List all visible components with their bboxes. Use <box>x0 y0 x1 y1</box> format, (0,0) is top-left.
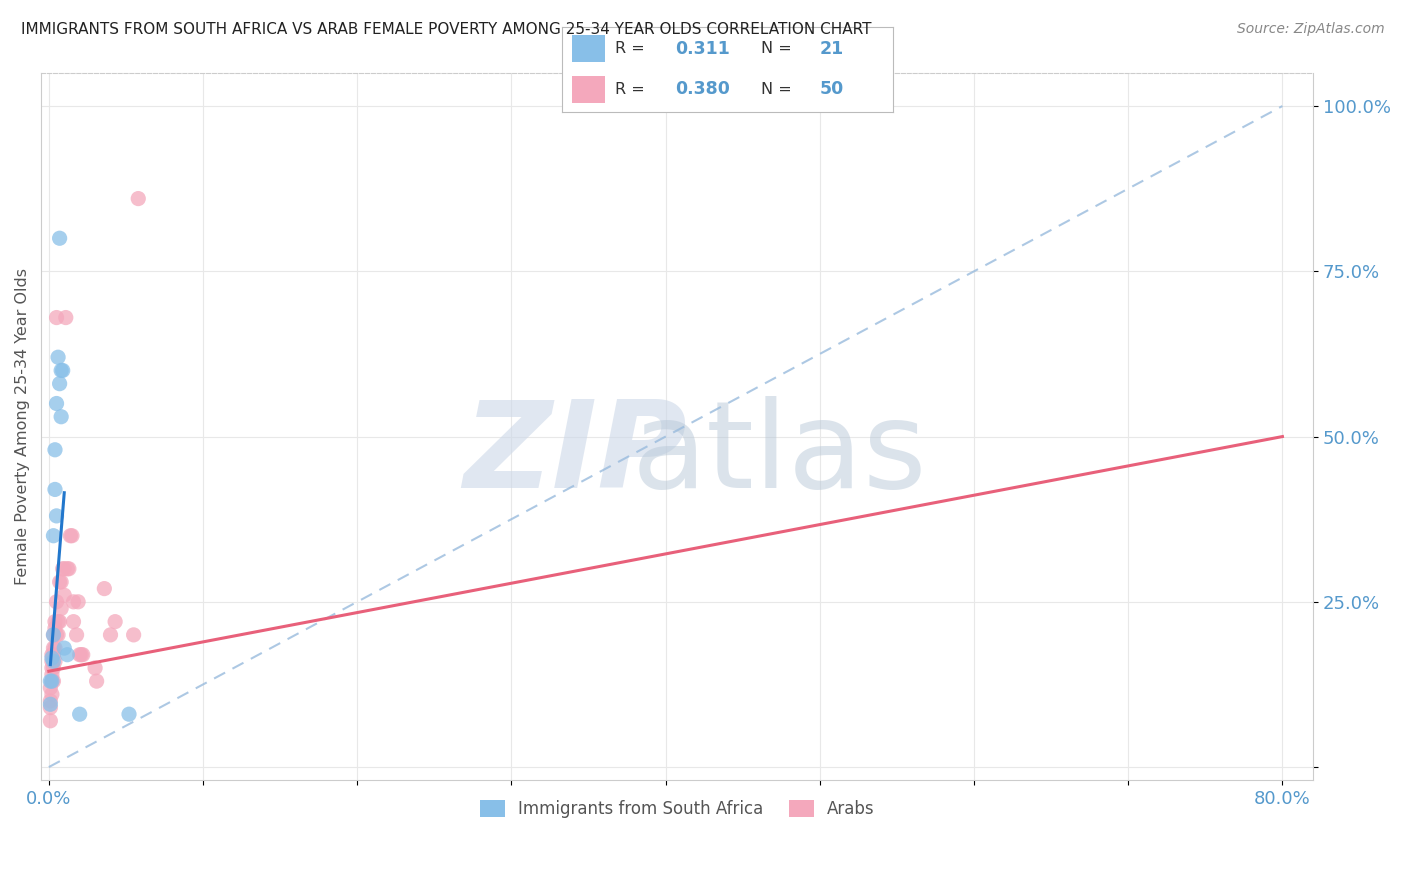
Point <box>45 396 67 410</box>
Point <box>44 621 66 635</box>
Point <box>48 574 70 589</box>
Point <box>48 376 70 391</box>
Point <box>59 529 82 543</box>
Point <box>69 707 91 722</box>
Point <box>41 651 63 665</box>
Text: IMMIGRANTS FROM SOUTH AFRICA VS ARAB FEMALE POVERTY AMONG 25-34 YEAR OLDS CORREL: IMMIGRANTS FROM SOUTH AFRICA VS ARAB FEM… <box>21 22 872 37</box>
Point <box>39 714 62 728</box>
Point <box>52 363 75 377</box>
Point <box>39 674 62 689</box>
Point <box>56 648 79 662</box>
Point <box>67 595 90 609</box>
Point <box>49 574 72 589</box>
Point <box>45 310 67 325</box>
Point <box>44 483 66 497</box>
Y-axis label: Female Poverty Among 25-34 Year Olds: Female Poverty Among 25-34 Year Olds <box>15 268 30 585</box>
Point <box>45 628 67 642</box>
Point <box>86 674 108 689</box>
Point <box>42 654 65 668</box>
Bar <box>572 76 606 103</box>
Point <box>41 674 63 689</box>
Point <box>46 628 69 642</box>
Point <box>49 601 72 615</box>
Point <box>62 615 84 629</box>
Point <box>42 641 65 656</box>
Point <box>41 667 63 681</box>
Text: 21: 21 <box>820 40 845 58</box>
Point <box>62 595 84 609</box>
Point <box>41 654 63 668</box>
Point <box>41 661 63 675</box>
Point <box>104 615 127 629</box>
Point <box>44 641 66 656</box>
Point <box>48 231 70 245</box>
Point <box>39 698 62 712</box>
Point <box>46 615 69 629</box>
Point <box>52 562 75 576</box>
Point <box>42 674 65 689</box>
Point <box>70 648 93 662</box>
Point <box>127 192 149 206</box>
Point <box>48 615 70 629</box>
Point <box>69 648 91 662</box>
Point <box>49 409 72 424</box>
Point <box>55 310 77 325</box>
Point <box>42 648 65 662</box>
Point <box>39 694 62 708</box>
Legend: Immigrants from South Africa, Arabs: Immigrants from South Africa, Arabs <box>474 794 882 825</box>
Point <box>122 628 145 642</box>
Text: 50: 50 <box>820 80 845 98</box>
Point <box>53 588 76 602</box>
Point <box>118 707 141 722</box>
Point <box>49 363 72 377</box>
Point <box>84 661 107 675</box>
Point <box>41 687 63 701</box>
Point <box>44 615 66 629</box>
Point <box>45 508 67 523</box>
Point <box>60 529 83 543</box>
Point <box>42 628 65 642</box>
Point <box>56 562 79 576</box>
Bar <box>572 36 606 62</box>
Point <box>72 648 94 662</box>
Point <box>39 681 62 695</box>
Text: R =: R = <box>616 82 645 97</box>
Text: N =: N = <box>761 82 792 97</box>
Point <box>45 595 67 609</box>
Point <box>100 628 122 642</box>
Point <box>46 350 69 364</box>
Point <box>58 562 80 576</box>
Point <box>53 562 76 576</box>
Text: atlas: atlas <box>631 396 927 514</box>
Point <box>44 654 66 668</box>
Point <box>39 700 62 714</box>
Point <box>41 674 63 689</box>
Text: N =: N = <box>761 41 792 56</box>
Point <box>44 442 66 457</box>
Point <box>41 648 63 662</box>
Point <box>42 628 65 642</box>
Point <box>65 628 87 642</box>
Point <box>53 641 76 656</box>
Point <box>93 582 115 596</box>
Text: ZIP: ZIP <box>464 396 688 514</box>
Point <box>42 529 65 543</box>
Text: R =: R = <box>616 41 645 56</box>
Text: Source: ZipAtlas.com: Source: ZipAtlas.com <box>1237 22 1385 37</box>
Text: 0.380: 0.380 <box>675 80 730 98</box>
Point <box>42 661 65 675</box>
Text: 0.311: 0.311 <box>675 40 730 58</box>
